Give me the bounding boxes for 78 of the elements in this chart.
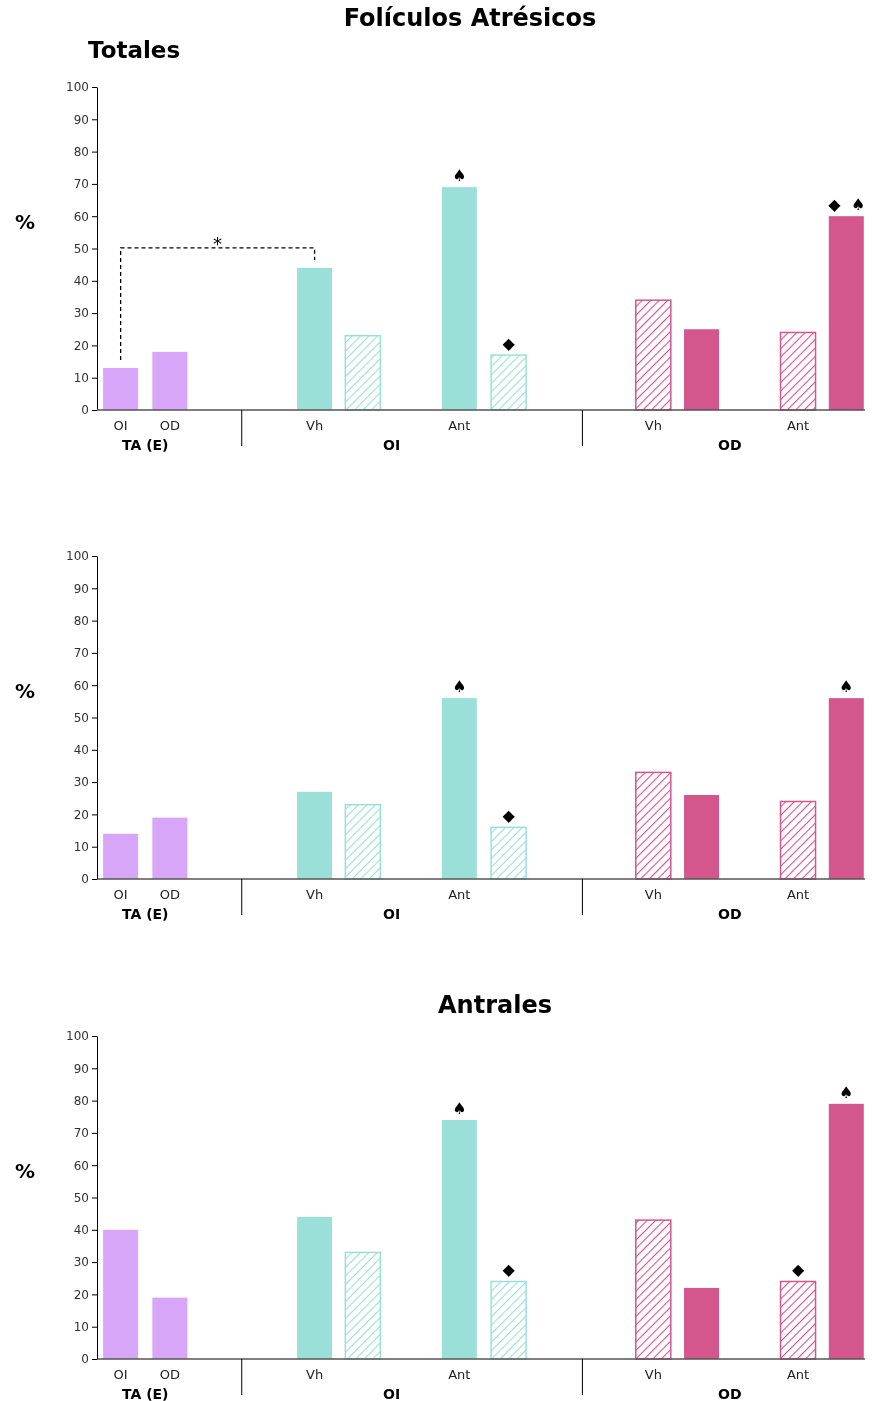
text: TA (E) [121, 1386, 169, 1401]
x-tick-label: Vh [306, 1367, 324, 1382]
y-axis-title: % [14, 1159, 36, 1184]
y-tick-label: 70 [73, 646, 89, 661]
y-tick-label: 10 [73, 840, 89, 855]
x-tick-label: Ant [448, 418, 471, 433]
y-tick-label: 90 [73, 112, 89, 127]
y-tick-label: 20 [73, 1287, 89, 1302]
y-tick-label: 40 [73, 1223, 89, 1238]
y-tick-label: 100 [66, 1029, 89, 1044]
x-tick-label: OI [113, 887, 128, 902]
y-tick-label: 100 [66, 80, 89, 95]
y-tick-label: 20 [73, 807, 89, 822]
text: TA (E) [121, 437, 169, 453]
y-tick-label: 50 [73, 241, 89, 256]
text: OD [718, 906, 742, 922]
y-tick-label: 80 [73, 613, 89, 628]
annotation: ◆ [502, 1260, 516, 1280]
y-tick-label: 0 [81, 872, 89, 887]
y-tick-label: 0 [81, 1352, 89, 1367]
y-tick-label: 50 [73, 1190, 89, 1205]
y-tick-label: 30 [73, 306, 89, 321]
y-tick-label: 90 [73, 581, 89, 596]
annotation: ♠ [839, 1082, 854, 1102]
y-tick-label: 30 [73, 1255, 89, 1270]
annotation: ◆ [828, 195, 842, 215]
annotation: * [213, 232, 223, 254]
y-tick-label: 20 [73, 338, 89, 353]
y-tick-label: 40 [73, 743, 89, 758]
y-tick-label: 60 [73, 1158, 89, 1173]
text: OD [718, 437, 742, 453]
x-tick-label: Vh [644, 418, 662, 433]
y-tick-label: 50 [73, 710, 89, 725]
y-axis-title: % [14, 210, 36, 235]
y-tick-label: 10 [73, 371, 89, 386]
x-tick-label: Vh [306, 887, 324, 902]
text: OI [383, 437, 401, 453]
y-axis-title: % [14, 679, 36, 704]
x-tick-label: OI [113, 1367, 128, 1382]
annotation: ◆ [502, 334, 516, 354]
text: TA (E) [121, 906, 169, 922]
y-tick-label: 60 [73, 209, 89, 224]
chart-title: Antrales [438, 991, 552, 1019]
y-tick-label: 70 [73, 1126, 89, 1141]
x-tick-label: OD [159, 418, 180, 433]
text: OI [383, 1386, 401, 1401]
x-tick-label: OD [159, 1367, 180, 1382]
x-tick-label: Ant [786, 1367, 810, 1382]
x-tick-label: Vh [644, 887, 662, 902]
y-tick-label: 40 [73, 274, 89, 289]
x-tick-label: Ant [786, 887, 810, 902]
y-tick-label: 0 [81, 403, 89, 418]
y-tick-label: 90 [73, 1061, 89, 1076]
annotation: ♠ [839, 677, 854, 697]
x-tick-label: Ant [448, 887, 471, 902]
x-tick-label: Vh [644, 1367, 662, 1382]
y-tick-label: 100 [66, 549, 89, 564]
annotation: ♠ [452, 677, 467, 697]
x-tick-label: Ant [448, 1367, 471, 1382]
chart-subtitle: Totales [88, 37, 181, 63]
text: OD [718, 1386, 742, 1401]
y-tick-label: 80 [73, 1093, 89, 1108]
y-tick-label: 80 [73, 144, 89, 159]
annotation: ◆ [502, 806, 516, 826]
annotation: ♠ [452, 166, 467, 186]
annotation: ♠ [851, 195, 866, 215]
annotation: ◆ [791, 1260, 805, 1280]
chart-title: Folículos Atrésicos [343, 4, 597, 32]
x-tick-label: OD [159, 887, 180, 902]
x-tick-label: Ant [786, 418, 810, 433]
x-tick-label: OI [113, 418, 128, 433]
y-tick-label: 10 [73, 1320, 89, 1335]
y-tick-label: 60 [73, 678, 89, 693]
y-tick-label: 70 [73, 177, 89, 192]
x-tick-label: Vh [306, 418, 324, 433]
y-tick-label: 30 [73, 775, 89, 790]
annotation: ♠ [452, 1098, 467, 1118]
text: OI [383, 906, 401, 922]
